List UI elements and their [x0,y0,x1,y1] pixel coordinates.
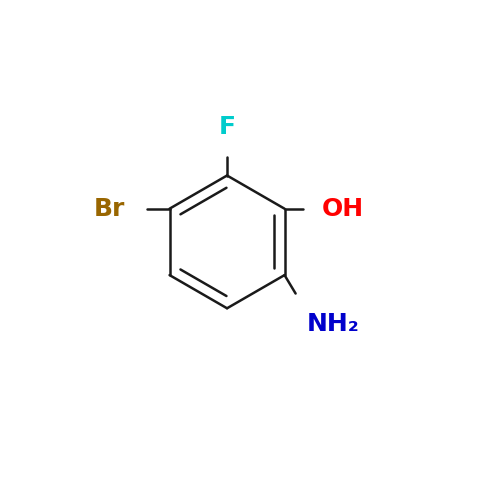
Text: Br: Br [94,197,125,221]
Text: NH₂: NH₂ [307,312,359,336]
Text: F: F [218,114,236,138]
Text: OH: OH [321,197,364,221]
